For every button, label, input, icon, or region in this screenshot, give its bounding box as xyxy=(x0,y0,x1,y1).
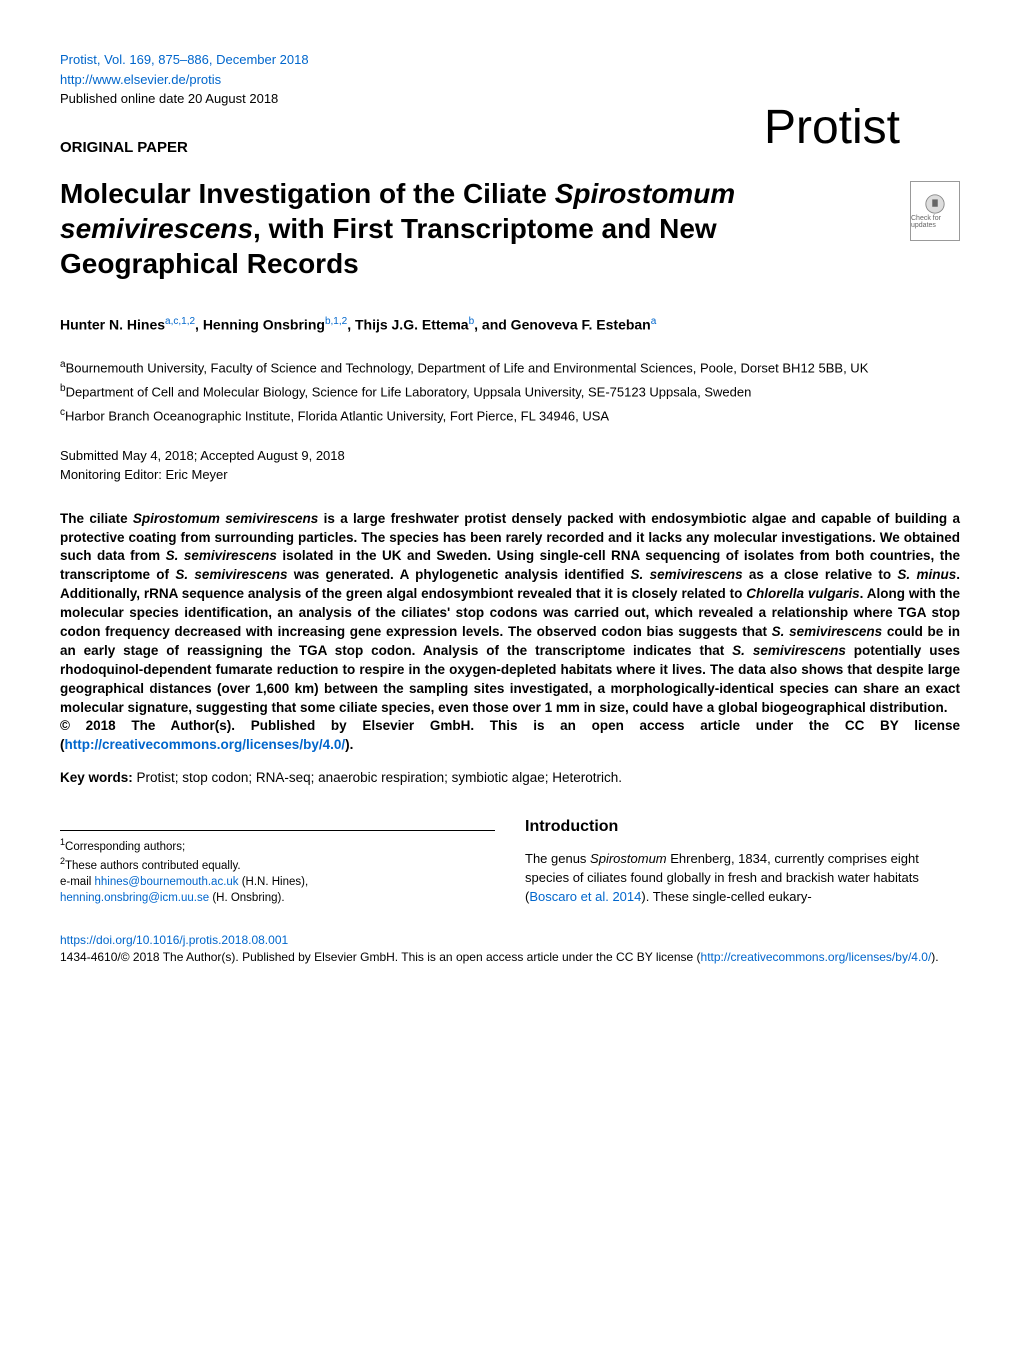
check-updates-label: Check for updates xyxy=(911,215,959,229)
author-3: , Thijs J.G. Ettema xyxy=(347,316,468,332)
email-label: e-mail xyxy=(60,876,95,888)
keywords-label: Key words: xyxy=(60,770,133,785)
keywords-text: Protist; stop codon; RNA-seq; anaerobic … xyxy=(133,770,622,785)
footnotes-block: 1Corresponding authors; 2These authors c… xyxy=(60,830,495,906)
abs-p2: Spirostomum semivirescens xyxy=(133,511,318,526)
authors-line: Hunter N. Hinesa,c,1,2, Henning Onsbring… xyxy=(60,316,960,333)
two-column-section: 1Corresponding authors; 2These authors c… xyxy=(60,815,960,907)
abs-p14: S. semivirescens xyxy=(772,624,883,639)
abs-p9: as a close relative to xyxy=(743,567,898,582)
abs-p10: S. minus xyxy=(897,567,956,582)
email-1-after: (H.N. Hines), xyxy=(239,876,309,888)
submission-dates: Submitted May 4, 2018; Accepted August 9… xyxy=(60,446,960,466)
journal-url[interactable]: http://www.elsevier.de/protis xyxy=(60,70,960,90)
footer-block: https://doi.org/10.1016/j.protis.2018.08… xyxy=(60,932,960,967)
footer-license-link[interactable]: http://creativecommons.org/licenses/by/4… xyxy=(701,950,932,964)
fn2-text: These authors contributed equally. xyxy=(65,860,241,872)
check-updates-icon xyxy=(924,193,946,215)
abs-p8: S. semivirescens xyxy=(631,567,743,582)
abs-license-link[interactable]: http://creativecommons.org/licenses/by/4… xyxy=(65,737,346,752)
affiliations-block: aBournemouth University, Faculty of Scie… xyxy=(60,357,960,425)
right-column: Introduction The genus Spirostomum Ehren… xyxy=(525,815,960,907)
abs-p6: S. semivirescens xyxy=(175,567,287,582)
abs-p1: The ciliate xyxy=(60,511,133,526)
aff-a-text: Bournemouth University, Faculty of Scien… xyxy=(66,360,869,375)
intro-citation-link[interactable]: Boscaro et al. 2014 xyxy=(529,889,641,904)
intro-paragraph: The genus Spirostomum Ehrenberg, 1834, c… xyxy=(525,850,960,907)
footnote-emails: e-mail hhines@bournemouth.ac.uk (H.N. Hi… xyxy=(60,874,495,906)
author-2: , Henning Onsbring xyxy=(195,316,325,332)
check-updates-badge[interactable]: Check for updates xyxy=(910,181,960,241)
doi-link[interactable]: https://doi.org/10.1016/j.protis.2018.08… xyxy=(60,932,960,949)
abs-p7: was generated. A phylogenetic analysis i… xyxy=(287,567,630,582)
issn-line: 1434-4610/© 2018 The Author(s). Publishe… xyxy=(60,949,960,966)
intro-p2: Spirostomum xyxy=(590,851,667,866)
aff-b-text: Department of Cell and Molecular Biology… xyxy=(66,384,752,399)
footnote-2: 2These authors contributed equally. xyxy=(60,855,495,874)
abs-p4: S. semivirescens xyxy=(166,548,277,563)
affiliation-c: cHarbor Branch Oceanographic Institute, … xyxy=(60,405,960,426)
header-row: Protist, Vol. 169, 875–886, December 201… xyxy=(60,50,960,109)
author-4-sup: a xyxy=(651,316,657,327)
author-4: , and Genoveva F. Esteban xyxy=(474,316,651,332)
issn-text: 1434-4610/© 2018 The Author(s). Publishe… xyxy=(60,950,701,964)
fn1-text: Corresponding authors; xyxy=(65,841,185,853)
keywords-line: Key words: Protist; stop codon; RNA-seq;… xyxy=(60,770,960,785)
author-1: Hunter N. Hines xyxy=(60,316,165,332)
paper-title: Molecular Investigation of the Ciliate S… xyxy=(60,176,890,281)
abs-copyright-end: ). xyxy=(345,737,353,752)
submission-block: Submitted May 4, 2018; Accepted August 9… xyxy=(60,446,960,485)
abs-p12: Chlorella vulgaris xyxy=(746,586,859,601)
citation-line: Protist, Vol. 169, 875–886, December 201… xyxy=(60,50,960,70)
abstract-block: The ciliate Spirostomum semivirescens is… xyxy=(60,510,960,756)
aff-c-text: Harbor Branch Oceanographic Institute, F… xyxy=(65,408,609,423)
intro-p1: The genus xyxy=(525,851,590,866)
author-1-sup: a,c,1,2 xyxy=(165,316,195,327)
intro-p5: ). These single-celled eukary- xyxy=(641,889,811,904)
affiliation-a: aBournemouth University, Faculty of Scie… xyxy=(60,357,960,378)
monitoring-editor: Monitoring Editor: Eric Meyer xyxy=(60,465,960,485)
footnote-1: 1Corresponding authors; xyxy=(60,836,495,855)
email-1[interactable]: hhines@bournemouth.ac.uk xyxy=(95,876,239,888)
introduction-heading: Introduction xyxy=(525,815,960,838)
journal-logo: Protist xyxy=(764,100,900,155)
issn-end: ). xyxy=(931,950,938,964)
affiliation-b: bDepartment of Cell and Molecular Biolog… xyxy=(60,381,960,402)
abs-p16: S. semivirescens xyxy=(732,643,846,658)
email-2-after: (H. Onsbring). xyxy=(209,892,284,904)
left-column: 1Corresponding authors; 2These authors c… xyxy=(60,815,495,907)
title-part-1: Molecular Investigation of the Ciliate xyxy=(60,178,555,209)
email-2[interactable]: henning.onsbring@icm.uu.se xyxy=(60,892,209,904)
author-2-sup: b,1,2 xyxy=(325,316,347,327)
title-row: Molecular Investigation of the Ciliate S… xyxy=(60,176,960,281)
